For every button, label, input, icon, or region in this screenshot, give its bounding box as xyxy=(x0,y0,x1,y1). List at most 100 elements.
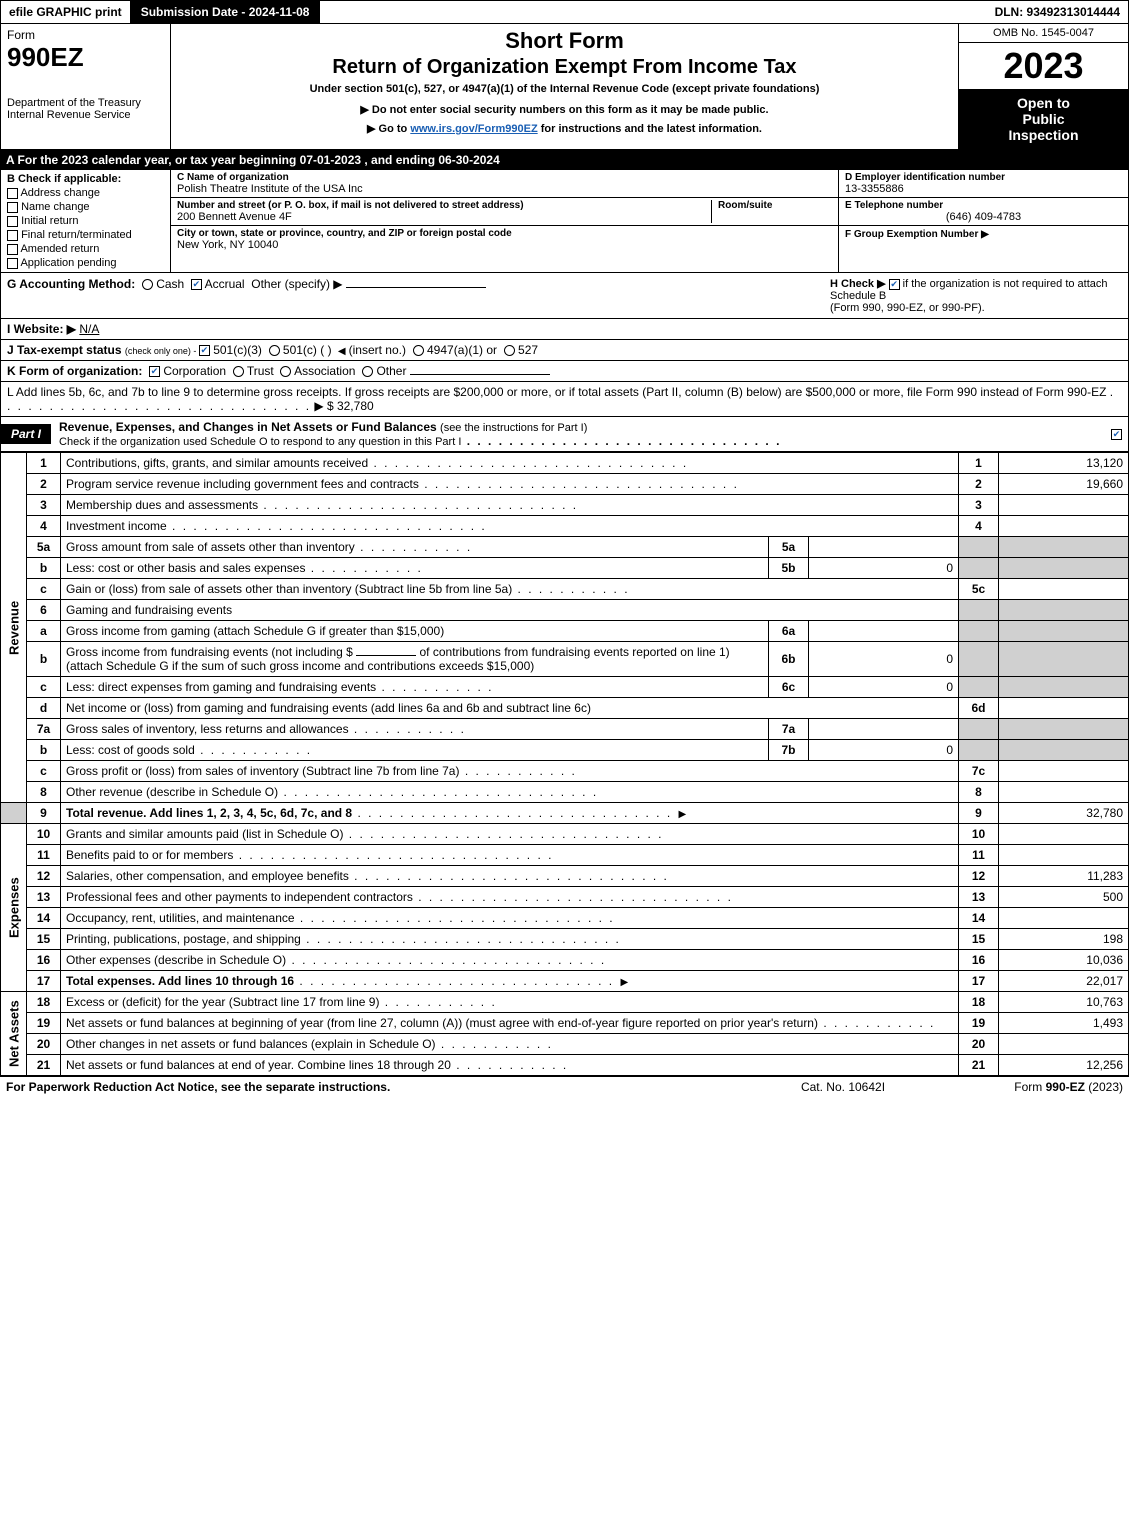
form-header: Form 990EZ Department of the Treasury In… xyxy=(0,24,1129,150)
row-j-tax-exempt: J Tax-exempt status (check only one) - ✔… xyxy=(0,340,1129,361)
group-exemption-label: F Group Exemption Number ▶ xyxy=(845,229,989,240)
part-1-check-line: Check if the organization used Schedule … xyxy=(59,436,461,448)
short-form-title: Short Form xyxy=(177,28,952,54)
city-label: City or town, state or province, country… xyxy=(177,228,832,239)
org-name-label: C Name of organization xyxy=(177,172,832,183)
table-row: 6 Gaming and fundraising events xyxy=(1,600,1129,621)
check-accrual[interactable]: ✔ xyxy=(191,279,202,290)
efile-print-label[interactable]: efile GRAPHIC print xyxy=(1,1,131,23)
table-row: 17 Total expenses. Add lines 10 through … xyxy=(1,971,1129,992)
h-label: H Check ▶ xyxy=(830,278,886,290)
radio-association[interactable] xyxy=(280,366,291,377)
header-right: OMB No. 1545-0047 2023 Open to Public In… xyxy=(958,24,1128,149)
website-value: N/A xyxy=(79,322,99,336)
k-label: K Form of organization: xyxy=(7,364,142,378)
table-row: 20 Other changes in net assets or fund b… xyxy=(1,1034,1129,1055)
line-6b-value: 0 xyxy=(809,642,959,677)
line-19-value: 1,493 xyxy=(999,1013,1129,1034)
table-row: c Gain or (loss) from sale of assets oth… xyxy=(1,579,1129,600)
column-b-checkboxes: B Check if applicable: Address change Na… xyxy=(1,170,171,272)
j-label: J Tax-exempt status xyxy=(7,343,125,357)
table-row: Net Assets 18 Excess or (deficit) for th… xyxy=(1,992,1129,1013)
form-word: Form xyxy=(7,28,35,42)
line-9-value: 32,780 xyxy=(999,803,1129,824)
table-row: 8 Other revenue (describe in Schedule O)… xyxy=(1,782,1129,803)
part-1-tab: Part I xyxy=(1,424,51,444)
phone-row: E Telephone number (646) 409-4783 xyxy=(839,198,1128,226)
line-7b-value: 0 xyxy=(809,740,959,761)
open-line2: Public xyxy=(963,111,1124,127)
table-row: 3 Membership dues and assessments 3 xyxy=(1,495,1129,516)
check-501c3[interactable]: ✔ xyxy=(199,345,210,356)
radio-4947[interactable] xyxy=(413,345,424,356)
row-k-form-org: K Form of organization: ✔ Corporation Tr… xyxy=(0,361,1129,382)
tax-year: 2023 xyxy=(959,43,1128,89)
radio-trust[interactable] xyxy=(233,366,244,377)
table-row: 7a Gross sales of inventory, less return… xyxy=(1,719,1129,740)
table-row: 14 Occupancy, rent, utilities, and maint… xyxy=(1,908,1129,929)
line-a-tax-year: A For the 2023 calendar year, or tax yea… xyxy=(0,150,1129,170)
check-initial-return[interactable]: Initial return xyxy=(7,215,164,227)
header-center: Short Form Return of Organization Exempt… xyxy=(171,24,958,149)
other-org-input[interactable] xyxy=(410,374,550,375)
irs-label: Internal Revenue Service xyxy=(7,109,164,121)
org-name-row: C Name of organization Polish Theatre In… xyxy=(171,170,838,198)
radio-527[interactable] xyxy=(504,345,515,356)
table-row: c Less: direct expenses from gaming and … xyxy=(1,677,1129,698)
under-section-text: Under section 501(c), 527, or 4947(a)(1)… xyxy=(177,83,952,95)
goto-text: ▶ Go to www.irs.gov/Form990EZ for instru… xyxy=(177,122,952,135)
ein-value: 13-3355886 xyxy=(845,183,1122,195)
line-1-value: 13,120 xyxy=(999,453,1129,474)
check-application-pending[interactable]: Application pending xyxy=(7,257,164,269)
net-assets-category-label: Net Assets xyxy=(1,992,27,1076)
section-b-through-f: B Check if applicable: Address change Na… xyxy=(0,170,1129,273)
header-left: Form 990EZ Department of the Treasury In… xyxy=(1,24,171,149)
line-15-value: 198 xyxy=(999,929,1129,950)
radio-501c[interactable] xyxy=(269,345,280,356)
l-amount: ▶ $ 32,780 xyxy=(314,399,373,413)
check-schedule-o[interactable]: ✔ xyxy=(1111,429,1122,440)
table-row: c Gross profit or (loss) from sales of i… xyxy=(1,761,1129,782)
goto-pre: ▶ Go to xyxy=(367,123,410,135)
part-1-header: Part I Revenue, Expenses, and Changes in… xyxy=(0,417,1129,452)
ein-label: D Employer identification number xyxy=(845,172,1122,183)
line-18-value: 10,763 xyxy=(999,992,1129,1013)
h-text2: (Form 990, 990-EZ, or 990-PF). xyxy=(830,302,985,314)
h-schedule-b: H Check ▶ ✔ if the organization is not r… xyxy=(822,277,1122,314)
org-street-row: Number and street (or P. O. box, if mail… xyxy=(171,198,838,226)
table-row: 9 Total revenue. Add lines 1, 2, 3, 4, 5… xyxy=(1,803,1129,824)
check-address-change[interactable]: Address change xyxy=(7,187,164,199)
column-d-e-f: D Employer identification number 13-3355… xyxy=(838,170,1128,272)
table-row: 11 Benefits paid to or for members 11 xyxy=(1,845,1129,866)
department-label: Department of the Treasury xyxy=(7,97,164,109)
part-1-table: Revenue 1 Contributions, gifts, grants, … xyxy=(0,452,1129,1076)
check-amended-return[interactable]: Amended return xyxy=(7,243,164,255)
open-line3: Inspection xyxy=(963,127,1124,143)
dln-label: DLN: 93492313014444 xyxy=(987,1,1128,23)
radio-other[interactable] xyxy=(362,366,373,377)
table-row: 15 Printing, publications, postage, and … xyxy=(1,929,1129,950)
line-17-value: 22,017 xyxy=(999,971,1129,992)
table-row: b Less: cost of goods sold 7b 0 xyxy=(1,740,1129,761)
irs-link[interactable]: www.irs.gov/Form990EZ xyxy=(410,123,537,135)
accounting-method: G Accounting Method: Cash ✔ Accrual Othe… xyxy=(7,277,822,314)
open-to-public-badge: Open to Public Inspection xyxy=(959,89,1128,149)
street-value: 200 Bennett Avenue 4F xyxy=(177,211,705,223)
ein-row: D Employer identification number 13-3355… xyxy=(839,170,1128,198)
row-g-h: G Accounting Method: Cash ✔ Accrual Othe… xyxy=(0,273,1129,319)
check-corporation[interactable]: ✔ xyxy=(149,366,160,377)
table-row: 13 Professional fees and other payments … xyxy=(1,887,1129,908)
check-name-change[interactable]: Name change xyxy=(7,201,164,213)
table-row: 5a Gross amount from sale of assets othe… xyxy=(1,537,1129,558)
form-number: 990EZ xyxy=(7,42,164,73)
table-row: 16 Other expenses (describe in Schedule … xyxy=(1,950,1129,971)
other-specify-input[interactable] xyxy=(346,287,486,288)
street-label: Number and street (or P. O. box, if mail… xyxy=(177,200,705,211)
line-21-value: 12,256 xyxy=(999,1055,1129,1076)
check-schedule-b[interactable]: ✔ xyxy=(889,279,900,290)
check-final-return[interactable]: Final return/terminated xyxy=(7,229,164,241)
row-l-gross-receipts: L Add lines 5b, 6c, and 7b to line 9 to … xyxy=(0,382,1129,417)
radio-cash[interactable] xyxy=(142,279,153,290)
group-exemption-row: F Group Exemption Number ▶ xyxy=(839,226,1128,272)
page-footer: For Paperwork Reduction Act Notice, see … xyxy=(0,1076,1129,1097)
